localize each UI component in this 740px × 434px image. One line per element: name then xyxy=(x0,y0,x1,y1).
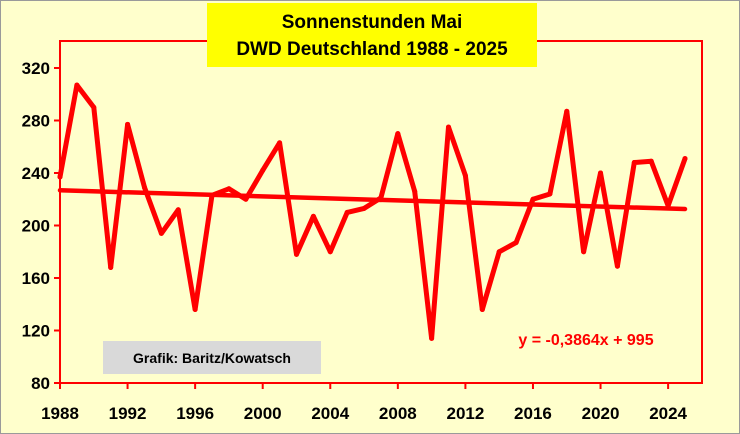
data-point xyxy=(192,307,198,312)
data-point xyxy=(412,188,418,194)
y-tick-label: 80 xyxy=(31,374,50,393)
data-point xyxy=(57,174,63,180)
data-point xyxy=(395,131,401,137)
data-point xyxy=(614,263,620,269)
credit-background xyxy=(103,341,321,374)
data-point xyxy=(293,251,299,257)
data-point xyxy=(141,184,147,190)
trend-line xyxy=(57,188,688,212)
trend-layer xyxy=(57,188,688,212)
y-axis-ticks: 80 120 160 200 240 280 320 xyxy=(22,59,60,393)
data-point xyxy=(125,121,131,127)
title-box: Sonnenstunden Mai DWD Deutschland 1988 -… xyxy=(207,3,537,67)
credit-label: Grafik: Baritz/Kowatsch xyxy=(133,350,291,366)
trend-equation: y = -0,3864x + 995 xyxy=(518,332,653,349)
data-point xyxy=(158,230,164,236)
y-tick-label: 320 xyxy=(22,59,50,78)
x-tick-label: 1992 xyxy=(109,404,147,423)
x-tick-label: 2024 xyxy=(649,404,687,423)
y-tick-label: 200 xyxy=(22,217,50,236)
data-point xyxy=(547,191,553,197)
x-tick-label: 1988 xyxy=(41,404,79,423)
data-point xyxy=(361,205,367,211)
data-point xyxy=(91,104,97,110)
x-tick-label: 2004 xyxy=(311,404,349,423)
x-tick-label: 1996 xyxy=(176,404,214,423)
data-point xyxy=(175,207,181,213)
plot-area xyxy=(59,40,703,384)
x-tick-label: 2012 xyxy=(446,404,484,423)
data-point xyxy=(108,265,114,270)
data-point xyxy=(581,249,587,255)
data-point xyxy=(496,249,502,255)
data-point xyxy=(462,173,468,179)
data-point xyxy=(260,167,266,173)
data-point xyxy=(648,158,654,164)
data-point xyxy=(598,170,604,176)
data-point xyxy=(226,186,232,192)
y-tick-label: 160 xyxy=(22,269,50,288)
credit-box: Grafik: Baritz/Kowatsch xyxy=(103,341,321,374)
data-point xyxy=(344,209,350,215)
data-point xyxy=(310,213,316,219)
y-tick-label: 240 xyxy=(22,164,50,183)
data-point xyxy=(564,108,570,114)
chart-subtitle: DWD Deutschland 1988 - 2025 xyxy=(236,39,508,60)
x-tick-label: 2016 xyxy=(514,404,552,423)
data-point xyxy=(327,249,333,255)
x-tick-label: 2000 xyxy=(244,404,282,423)
data-point xyxy=(74,82,80,88)
y-tick-label: 120 xyxy=(22,322,50,341)
x-tick-label: 2008 xyxy=(379,404,417,423)
chart-title: Sonnenstunden Mai xyxy=(282,12,463,33)
x-tick-label: 2020 xyxy=(582,404,620,423)
title-background xyxy=(207,3,537,67)
data-point xyxy=(530,196,536,202)
data-point xyxy=(446,124,452,130)
data-point xyxy=(513,240,519,246)
y-tick-label: 280 xyxy=(22,112,50,131)
data-point xyxy=(682,156,688,162)
data-point xyxy=(277,140,283,146)
data-point xyxy=(429,335,435,341)
series-layer xyxy=(57,82,688,341)
x-axis-ticks: 1988 1992 1996 2000 2004 2008 2012 2016 2020 2024 xyxy=(41,383,688,423)
series-line xyxy=(57,82,688,341)
data-point xyxy=(479,307,485,312)
data-point xyxy=(631,160,637,165)
